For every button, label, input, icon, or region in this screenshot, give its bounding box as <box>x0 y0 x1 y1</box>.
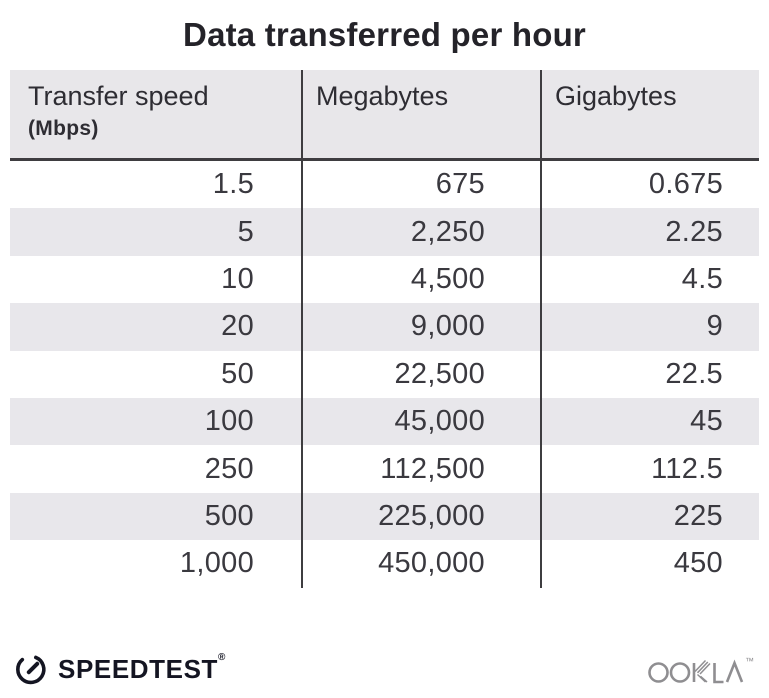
page-title: Data transferred per hour <box>183 16 586 53</box>
table-row: 1.5 675 0.675 <box>10 161 759 208</box>
table-row: 5 2,250 2.25 <box>10 208 759 256</box>
column-header-transfer-speed: Transfer speed (Mbps) <box>10 70 302 158</box>
column-header-label: Gigabytes <box>555 81 677 111</box>
column-header-label: Megabytes <box>316 81 449 111</box>
table-cell-gigabytes: 9 <box>706 310 723 343</box>
registered-trademark-symbol: ® <box>218 651 226 663</box>
table-row: 250 112,500 112.5 <box>10 445 759 492</box>
table-row: 500 225,000 225 <box>10 492 759 541</box>
data-table: Transfer speed (Mbps) Megabytes Gigabyte… <box>10 70 759 588</box>
ookla-wordmark-icon <box>648 659 744 684</box>
table-cell-transfer-speed: 500 <box>204 499 254 532</box>
speedtest-logo: SPEEDTEST® <box>14 652 226 686</box>
table-cell-megabytes: 4,500 <box>410 262 485 295</box>
speedtest-gauge-icon <box>16 655 46 685</box>
ookla-logo: OOKLA ™ <box>648 654 754 684</box>
column-divider-1 <box>301 70 303 588</box>
table-cell-megabytes: 9,000 <box>410 310 485 343</box>
table-cell-gigabytes: 45 <box>690 405 723 438</box>
column-header-gigabytes: Gigabytes <box>541 70 759 158</box>
table-cell-megabytes: 450,000 <box>378 547 485 580</box>
table-cell-gigabytes: 22.5 <box>665 357 723 390</box>
table-cell-megabytes: 112,500 <box>380 452 485 485</box>
table-cell-transfer-speed: 5 <box>237 215 254 248</box>
speedtest-wordmark: SPEEDTEST® <box>58 651 226 685</box>
table-cell-gigabytes: 225 <box>673 499 723 532</box>
table-header-row: Transfer speed (Mbps) Megabytes Gigabyte… <box>10 70 759 161</box>
footer: SPEEDTEST® OOKLA ™ <box>14 650 754 688</box>
table-row: 20 9,000 9 <box>10 303 759 351</box>
trademark-symbol: ™ <box>745 656 754 666</box>
table-row: 10 4,500 4.5 <box>10 256 759 303</box>
column-header-unit: (Mbps) <box>28 117 99 141</box>
column-header-label: Transfer speed <box>28 81 209 111</box>
table-cell-megabytes: 45,000 <box>394 405 485 438</box>
table-cell-transfer-speed: 100 <box>204 405 254 438</box>
table-row: 50 22,500 22.5 <box>10 351 759 398</box>
table-cell-gigabytes: 4.5 <box>681 262 723 295</box>
table-cell-transfer-speed: 10 <box>221 262 254 295</box>
table-cell-transfer-speed: 1,000 <box>179 547 254 580</box>
column-divider-2 <box>540 70 542 588</box>
table-cell-gigabytes: 0.675 <box>648 168 723 201</box>
table-cell-megabytes: 675 <box>435 168 485 201</box>
table-row: 100 45,000 45 <box>10 397 759 446</box>
table-cell-gigabytes: 112.5 <box>651 452 723 485</box>
table-cell-transfer-speed: 20 <box>221 310 254 343</box>
table-cell-megabytes: 22,500 <box>394 357 485 390</box>
column-header-megabytes: Megabytes <box>302 70 541 158</box>
table-cell-megabytes: 225,000 <box>378 499 485 532</box>
table-cell-gigabytes: 2.25 <box>665 215 723 248</box>
brand-name: SPEEDTEST <box>58 653 218 684</box>
table-cell-megabytes: 2,250 <box>410 215 485 248</box>
table-cell-transfer-speed: 250 <box>204 452 254 485</box>
table-cell-transfer-speed: 1.5 <box>212 168 254 201</box>
table-cell-transfer-speed: 50 <box>221 357 254 390</box>
table-cell-gigabytes: 450 <box>673 547 723 580</box>
table-body: 1.5 675 0.675 5 2,250 2.25 10 4,500 4.5 … <box>10 161 759 588</box>
table-row: 1,000 450,000 450 <box>10 540 759 587</box>
